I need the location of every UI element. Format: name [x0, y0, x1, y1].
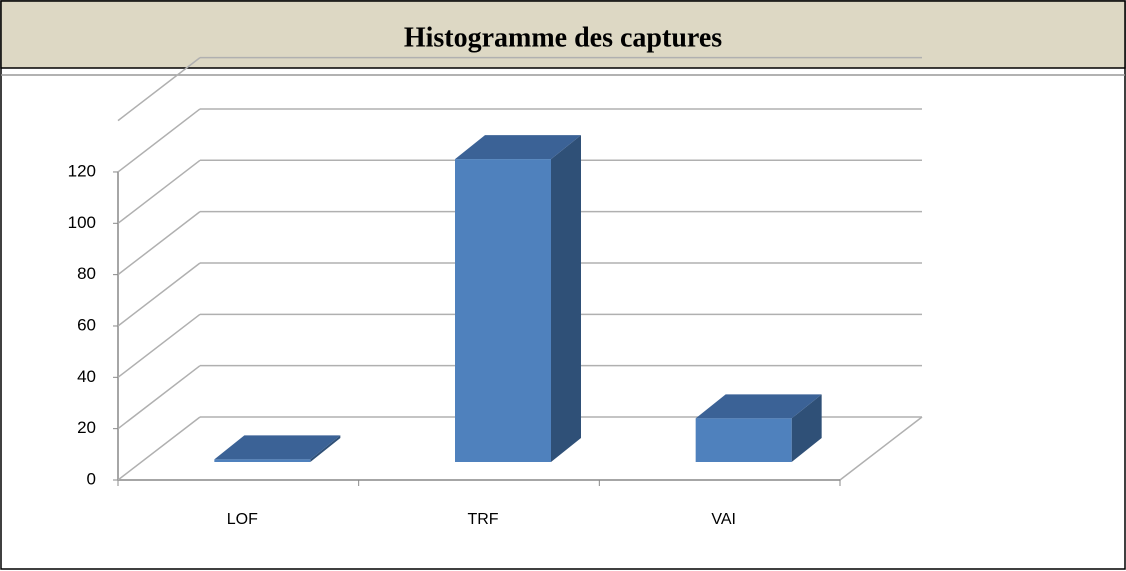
bar-front: [695, 418, 792, 462]
chart-title: Histogramme des captures: [404, 22, 722, 53]
bar-front: [455, 159, 551, 462]
grid-line: [117, 211, 201, 276]
title-band: [0, 0, 1126, 69]
y-tick-label: 40: [77, 367, 96, 386]
bar-front: [214, 459, 311, 462]
bar: [214, 435, 341, 462]
bar-top: [455, 135, 581, 160]
bar-side: [551, 135, 581, 462]
floor-edge: [839, 416, 923, 481]
y-tick-label: 100: [68, 213, 96, 232]
x-tick-label: VAI: [711, 511, 736, 528]
y-tick-label: 80: [77, 264, 96, 283]
bar: [455, 135, 581, 462]
grid-line: [117, 108, 201, 173]
grid-line: [117, 313, 201, 378]
grid-line: [117, 159, 201, 224]
bar-side: [310, 435, 341, 462]
bar-top: [214, 435, 341, 460]
bar: [695, 394, 822, 462]
x-tick-label: LOF: [227, 511, 258, 528]
y-tick-label: 0: [87, 469, 96, 488]
y-tick-label: 60: [77, 315, 96, 334]
grid-line: [117, 262, 201, 327]
x-tick-label: TRF: [467, 511, 498, 528]
wall-edge: [117, 57, 201, 122]
bar-side: [791, 394, 822, 462]
y-tick-label: 20: [77, 418, 96, 437]
y-tick-label: 120: [68, 161, 96, 180]
grid-line: [117, 416, 201, 481]
bar-top: [695, 394, 822, 419]
grid-line: [117, 365, 201, 430]
